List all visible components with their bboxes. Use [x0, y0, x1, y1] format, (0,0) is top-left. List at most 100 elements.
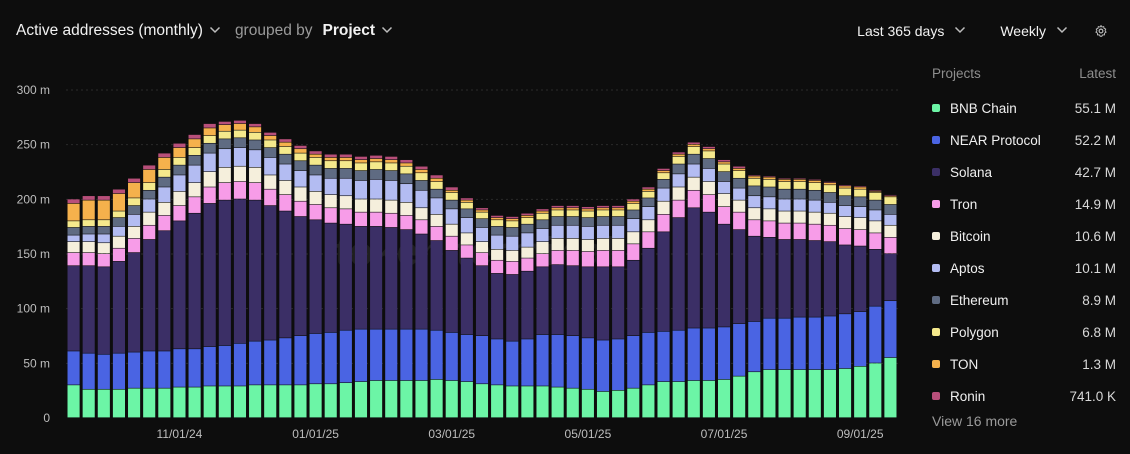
bar-segment [491, 226, 504, 235]
bar-segment [385, 163, 398, 171]
bar-segment [642, 220, 655, 232]
bar-segment [218, 386, 231, 418]
bar-segment [551, 208, 564, 210]
range-selector[interactable]: Last 365 days [857, 23, 966, 39]
bar-segment [702, 194, 715, 212]
bar-segment [279, 338, 292, 385]
bar-segment [627, 388, 640, 418]
legend-item[interactable]: Polygon 6.8 M [932, 316, 1116, 348]
bar-segment [839, 205, 852, 217]
bar-segment [82, 226, 95, 234]
bar-segment [97, 234, 110, 243]
bar-segment [339, 168, 352, 178]
range-label: Last 365 days [857, 23, 945, 39]
bar-segment [128, 388, 141, 418]
bar-segment [233, 386, 247, 418]
bar-segment [294, 170, 307, 187]
interval-selector[interactable]: Weekly [1000, 23, 1068, 39]
bar-segment [385, 159, 398, 163]
bar-segment [506, 261, 519, 275]
bar-segment [733, 323, 746, 376]
bar-segment [536, 209, 549, 211]
bar-segment [581, 338, 594, 389]
bar-segment [339, 224, 352, 330]
bar-segment [324, 194, 337, 208]
bar-segment [188, 197, 201, 213]
bar-segment [324, 208, 337, 223]
bar-segment [642, 191, 655, 198]
bar-segment [717, 181, 731, 194]
legend-item[interactable]: Ronin 741.0 K [932, 380, 1116, 412]
bar-segment [566, 216, 579, 225]
bar-segment [808, 240, 821, 317]
bar-segment [370, 226, 383, 329]
chevron-down-icon [209, 26, 220, 34]
bar-segment [203, 203, 216, 347]
bar-segment [249, 167, 262, 183]
legend-item[interactable]: Tron 14.9 M [932, 188, 1116, 220]
bar-segment [354, 329, 368, 382]
bar-segment [808, 180, 821, 183]
bar-segment [778, 181, 791, 189]
bar-segment [566, 208, 579, 210]
bar-segment [158, 169, 171, 177]
bar-segment [642, 332, 655, 385]
legend-item[interactable]: BNB Chain 55.1 M [932, 92, 1116, 124]
bar-segment [566, 336, 579, 388]
bar-segment [475, 336, 489, 384]
bar-segment [354, 163, 368, 171]
bar-segment [309, 151, 322, 154]
legend-series-name: Ethereum [950, 292, 1009, 308]
bar-segment [430, 330, 443, 380]
bar-segment [233, 123, 247, 130]
legend-item[interactable]: NEAR Protocol 52.2 M [932, 124, 1116, 156]
bar-segment [233, 147, 247, 166]
legend-series-name: Polygon [950, 324, 999, 340]
bar-segment [173, 221, 186, 349]
bar-segment [884, 357, 897, 418]
view-more-link[interactable]: View 16 more [932, 413, 1018, 429]
bar-segment [551, 205, 564, 208]
bar-segment [475, 252, 489, 266]
legend-item[interactable]: Aptos 10.1 M [932, 252, 1116, 284]
bar-segment [67, 266, 80, 351]
stacked-bar-chart: 0 50 m 100 m 150 m 200 m 250 m 300 m 11/01/24 01… [17, 83, 898, 441]
bar-segment [203, 187, 216, 204]
bar-segment [869, 200, 882, 210]
bar-segment [733, 168, 746, 171]
bar-segment [566, 225, 579, 239]
bar-segment [279, 164, 292, 181]
bar-segment [218, 131, 231, 139]
bar-segment [596, 340, 610, 392]
bar-segment [264, 189, 277, 206]
bar-segment [279, 211, 292, 338]
bar-segment [97, 254, 110, 267]
bar-segment [385, 170, 398, 181]
bar-segment [733, 212, 746, 230]
bar-segment [536, 213, 549, 220]
bar-segment [354, 159, 368, 163]
settings-button[interactable] [1094, 24, 1108, 38]
bar-segment [581, 251, 594, 267]
metric-selector[interactable]: Active addresses (monthly) [16, 22, 221, 40]
bar-segment [793, 239, 806, 317]
bar-segment [415, 329, 428, 381]
legend-swatch [932, 328, 940, 336]
legend-latest-label: Latest [1079, 66, 1116, 81]
bar-segment [97, 267, 110, 354]
legend-item[interactable]: Ethereum 8.9 M [932, 284, 1116, 316]
legend-item[interactable]: Bitcoin 10.6 M [932, 220, 1116, 252]
bar-segment [324, 223, 337, 333]
y-tick-label: 250 m [17, 138, 50, 152]
bar-segment [551, 387, 564, 418]
bar-segment [763, 237, 776, 318]
bar-segment [748, 186, 761, 196]
group-selector[interactable]: Project [323, 22, 394, 40]
bar-segment [385, 380, 398, 418]
legend-item[interactable]: Solana 42.7 M [932, 156, 1116, 188]
bar-segment [854, 187, 867, 189]
y-tick-label: 50 m [23, 356, 50, 370]
legend-item[interactable]: TON 1.3 M [932, 348, 1116, 380]
bar-segment [324, 332, 337, 384]
bar-segment [460, 200, 473, 203]
